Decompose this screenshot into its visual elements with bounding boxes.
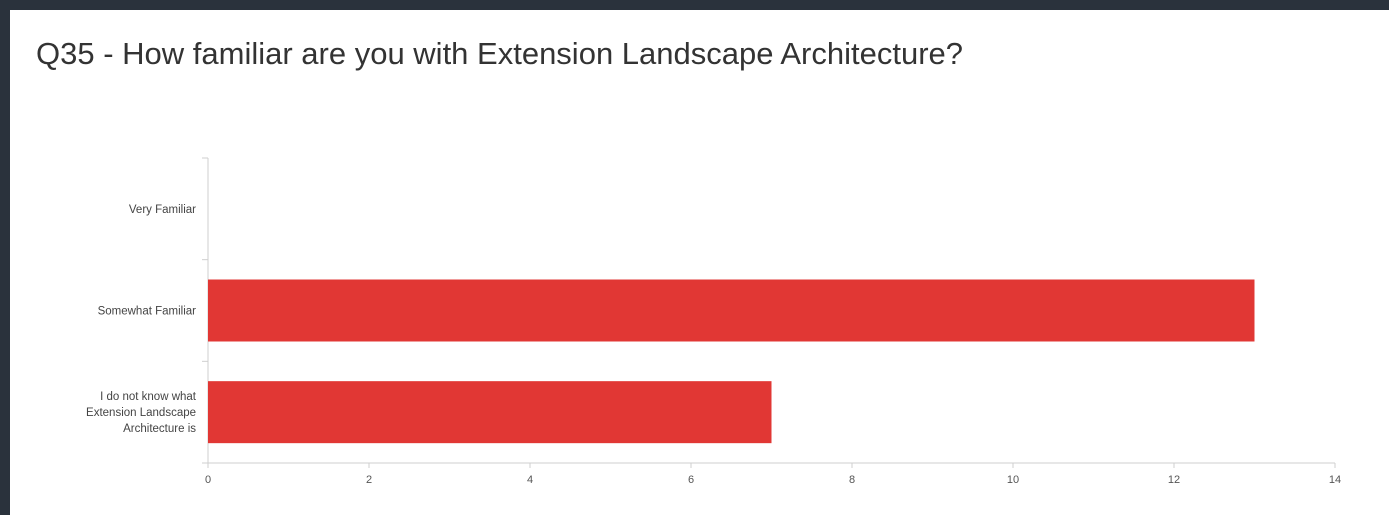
x-tick-label: 10 xyxy=(1007,474,1019,486)
category-label: Very Familiar xyxy=(129,204,196,216)
x-tick-label: 12 xyxy=(1168,474,1180,486)
x-tick-label: 2 xyxy=(366,474,372,486)
category-label: Somewhat Familiar xyxy=(98,306,197,318)
x-tick-label: 8 xyxy=(849,474,855,486)
x-tick-label: 6 xyxy=(688,474,694,486)
y-axis-ticks xyxy=(202,157,208,464)
x-tick-label: 4 xyxy=(527,474,533,486)
category-label: I do not know what xyxy=(100,391,197,403)
x-tick-label: 0 xyxy=(205,474,211,486)
x-axis-ticks: 0 2 4 6 8 10 12 14 xyxy=(205,463,1341,486)
chart-panel: Q35 - How familiar are you with Extensio… xyxy=(10,10,1389,515)
x-tick-label: 14 xyxy=(1329,474,1341,486)
bar xyxy=(208,279,1255,342)
category-label: Extension Landscape xyxy=(86,407,196,419)
bar-chart: Very Familiar Somewhat Familiar I do not k… xyxy=(86,157,1341,486)
chart-title: Q35 - How familiar are you with Extensio… xyxy=(36,36,964,71)
category-labels: Very Familiar Somewhat Familiar I do not k… xyxy=(86,204,197,435)
bars-group xyxy=(208,279,1255,444)
category-label: Architecture is xyxy=(123,423,196,435)
bar xyxy=(208,381,772,444)
